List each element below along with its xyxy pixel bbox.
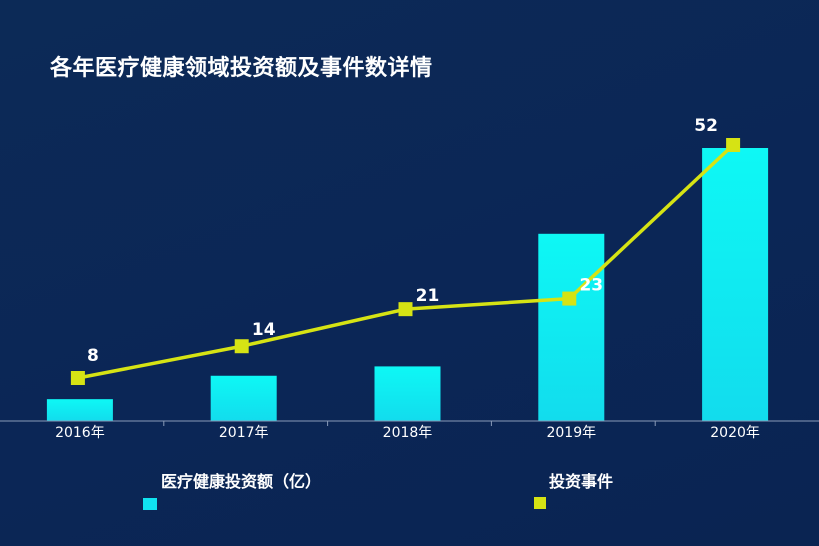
data-label-1: 14 bbox=[252, 320, 276, 340]
x-tick-label: 2019年 bbox=[546, 425, 596, 441]
legend-swatch-investment bbox=[143, 498, 157, 510]
line-point-1 bbox=[234, 339, 249, 354]
data-label-2: 21 bbox=[416, 286, 440, 306]
data-label-0: 8 bbox=[87, 346, 99, 366]
bars-layer bbox=[46, 148, 769, 421]
data-label-3: 23 bbox=[579, 276, 603, 296]
bar-4 bbox=[702, 148, 769, 421]
x-axis: 2016年 2017年 2018年 2019年 2020年 bbox=[0, 420, 819, 441]
legend-label-investment: 医疗健康投资额（亿） bbox=[161, 472, 321, 491]
x-tick-label: 2018年 bbox=[383, 425, 433, 441]
line-point-4 bbox=[726, 138, 741, 152]
x-tick-label: 2017年 bbox=[219, 425, 269, 441]
data-label-4: 52 bbox=[694, 116, 718, 136]
line-point-0 bbox=[70, 371, 85, 385]
line-layer bbox=[70, 138, 741, 385]
bar-0 bbox=[46, 399, 113, 421]
bar-3 bbox=[538, 233, 605, 421]
x-tick-label: 2020年 bbox=[710, 425, 760, 441]
bar-1 bbox=[210, 375, 277, 421]
chart-title: 各年医疗健康领域投资额及事件数详情 bbox=[50, 56, 433, 81]
legend: 医疗健康投资额（亿） 投资事件 bbox=[143, 472, 613, 510]
data-labels-layer: 8 14 21 23 52 bbox=[87, 116, 718, 366]
series-line-events bbox=[77, 143, 735, 380]
line-point-3 bbox=[562, 291, 577, 306]
legend-swatch-events bbox=[534, 497, 546, 509]
legend-label-events: 投资事件 bbox=[549, 472, 613, 491]
x-tick-label: 2016年 bbox=[55, 425, 105, 441]
bar-2 bbox=[374, 366, 441, 421]
line-point-2 bbox=[398, 302, 413, 317]
